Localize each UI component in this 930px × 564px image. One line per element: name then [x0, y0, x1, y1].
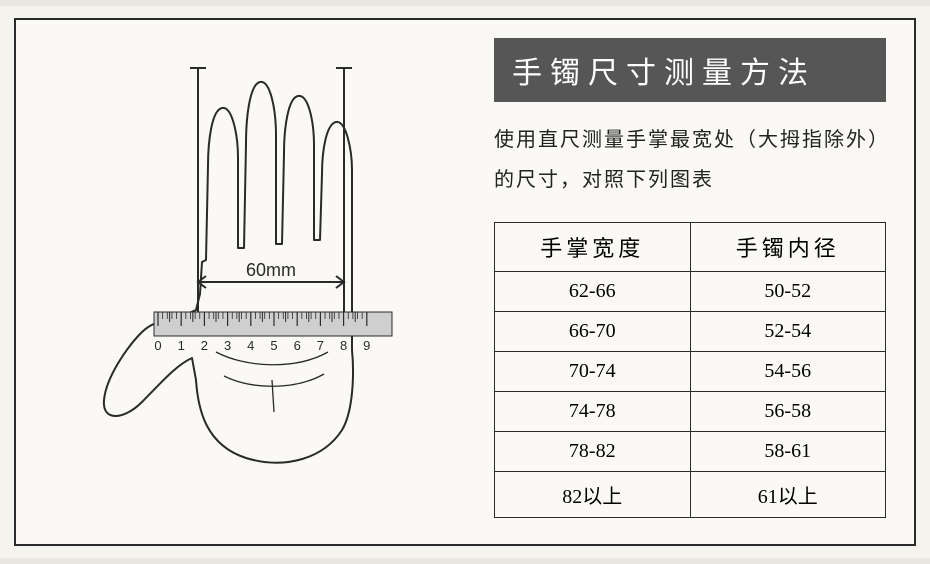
table-cell: 52-54	[690, 312, 886, 352]
title-bar: 手镯尺寸测量方法	[494, 38, 886, 102]
table-row: 62-6650-52	[495, 272, 886, 312]
table-cell: 66-70	[495, 312, 691, 352]
title-text: 手镯尺寸测量方法	[512, 57, 816, 90]
col-header-inner: 手镯内径	[690, 223, 886, 272]
table-cell: 58-61	[690, 432, 886, 472]
table-cell: 62-66	[495, 272, 691, 312]
ruler-number: 0	[154, 338, 161, 353]
ruler-number: 5	[270, 338, 277, 353]
table-cell: 54-56	[690, 352, 886, 392]
info-panel: 手镯尺寸测量方法 使用直尺测量手掌最宽处（大拇指除外）的尺寸，对照下列图表 手掌…	[486, 20, 914, 544]
table-cell: 70-74	[495, 352, 691, 392]
ruler-number: 8	[340, 338, 347, 353]
col-header-palm: 手掌宽度	[495, 223, 691, 272]
size-table: 手掌宽度 手镯内径 62-6650-5266-7052-5470-7454-56…	[494, 222, 886, 518]
ruler-number: 1	[178, 338, 185, 353]
ruler-number: 6	[294, 338, 301, 353]
ruler	[154, 312, 392, 336]
table-cell: 82以上	[495, 472, 691, 518]
ruler-number: 4	[247, 338, 254, 353]
diagram-panel: 60mm 0 1 2 3 4 5 6 7 8 9	[16, 20, 486, 544]
table-cell: 56-58	[690, 392, 886, 432]
table-cell: 78-82	[495, 432, 691, 472]
hand-outline	[104, 82, 353, 463]
ruler-number: 7	[317, 338, 324, 353]
table-cell: 74-78	[495, 392, 691, 432]
table-cell: 61以上	[690, 472, 886, 518]
table-row: 78-8258-61	[495, 432, 886, 472]
table-cell: 50-52	[690, 272, 886, 312]
ruler-number: 9	[363, 338, 370, 353]
table-row: 74-7856-58	[495, 392, 886, 432]
page-edge-top	[0, 0, 930, 6]
table-row: 70-7454-56	[495, 352, 886, 392]
measurement-label: 60mm	[246, 260, 296, 280]
ruler-number: 2	[201, 338, 208, 353]
page-edge-bottom	[0, 558, 930, 564]
hand-diagram: 60mm 0 1 2 3 4 5 6 7 8 9	[56, 50, 456, 490]
content-frame: 60mm 0 1 2 3 4 5 6 7 8 9 手镯尺寸测量方法 使用直尺测量手掌最宽处（大拇指…	[14, 18, 916, 546]
table-row: 82以上61以上	[495, 472, 886, 518]
description-text: 使用直尺测量手掌最宽处（大拇指除外）的尺寸，对照下列图表	[494, 120, 886, 200]
table-row: 66-7052-54	[495, 312, 886, 352]
ruler-number: 3	[224, 338, 231, 353]
